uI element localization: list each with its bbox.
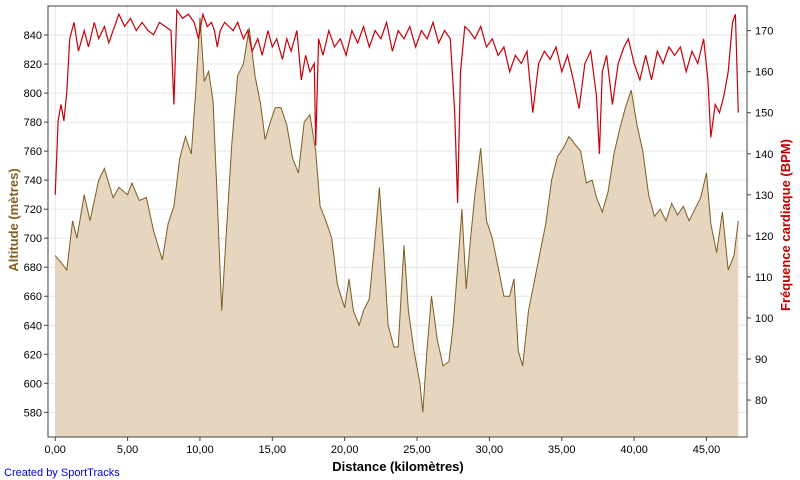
y-left-tick-label: 820 [24,59,42,71]
created-by-link[interactable]: Created by SportTracks [4,467,120,479]
y-left-tick-label: 780 [24,117,42,129]
y-right-tick-label: 130 [755,190,773,202]
y-left-tick-label: 620 [24,349,42,361]
heart-rate-line [54,8,739,204]
right-axis-title: Fréquence cardiaque (BPM) [778,139,793,311]
y-left-tick-label: 720 [24,204,42,216]
y-right-tick-label: 90 [755,354,767,366]
x-axis-title: Distance (kilomètres) [332,459,464,474]
y-left-tick-label: 800 [24,88,42,100]
left-axis-ticks: 580 600 620 640 660 680 700 720 740 760 780 800 820 8… [24,30,48,419]
y-right-tick-label: 160 [755,67,773,79]
right-axis-ticks: 80 90 100 110 120 130 140 150 160 170 [747,26,773,407]
x-tick-label: 10,00 [186,444,214,456]
left-axis-title: Altitude (mètres) [6,168,21,271]
y-left-tick-label: 740 [24,175,42,187]
y-right-tick-label: 120 [755,231,773,243]
y-left-tick-label: 660 [24,291,42,303]
y-left-tick-label: 580 [24,407,42,419]
x-tick-label: 0,00 [45,444,66,456]
altitude-line [54,17,739,413]
y-right-tick-label: 100 [755,313,773,325]
altitude-area [55,17,739,437]
x-axis-ticks: 0,00 5,00 10,00 15,00 20,00 25,00 30,00 35,00 40… [45,437,721,456]
y-left-tick-label: 840 [24,30,42,42]
x-tick-label: 45,00 [693,444,721,456]
altitude-series [54,17,739,437]
x-tick-label: 35,00 [548,444,576,456]
y-left-tick-label: 600 [24,378,42,390]
x-tick-label: 20,00 [331,444,359,456]
x-tick-label: 40,00 [620,444,648,456]
plot-border [47,5,748,438]
plot-frame [47,5,748,438]
y-right-tick-label: 80 [755,395,767,407]
y-left-tick-label: 640 [24,320,42,332]
x-tick-label: 30,00 [476,444,504,456]
heart-rate-series [54,8,739,204]
y-right-tick-label: 150 [755,108,773,120]
x-tick-label: 5,00 [117,444,138,456]
y-left-tick-label: 680 [24,262,42,274]
x-tick-label: 25,00 [403,444,431,456]
y-left-tick-label: 760 [24,146,42,158]
y-right-tick-label: 170 [755,26,773,38]
x-tick-label: 15,00 [259,444,287,456]
y-right-tick-label: 140 [755,149,773,161]
y-left-tick-label: 700 [24,233,42,245]
y-right-tick-label: 110 [755,272,773,284]
